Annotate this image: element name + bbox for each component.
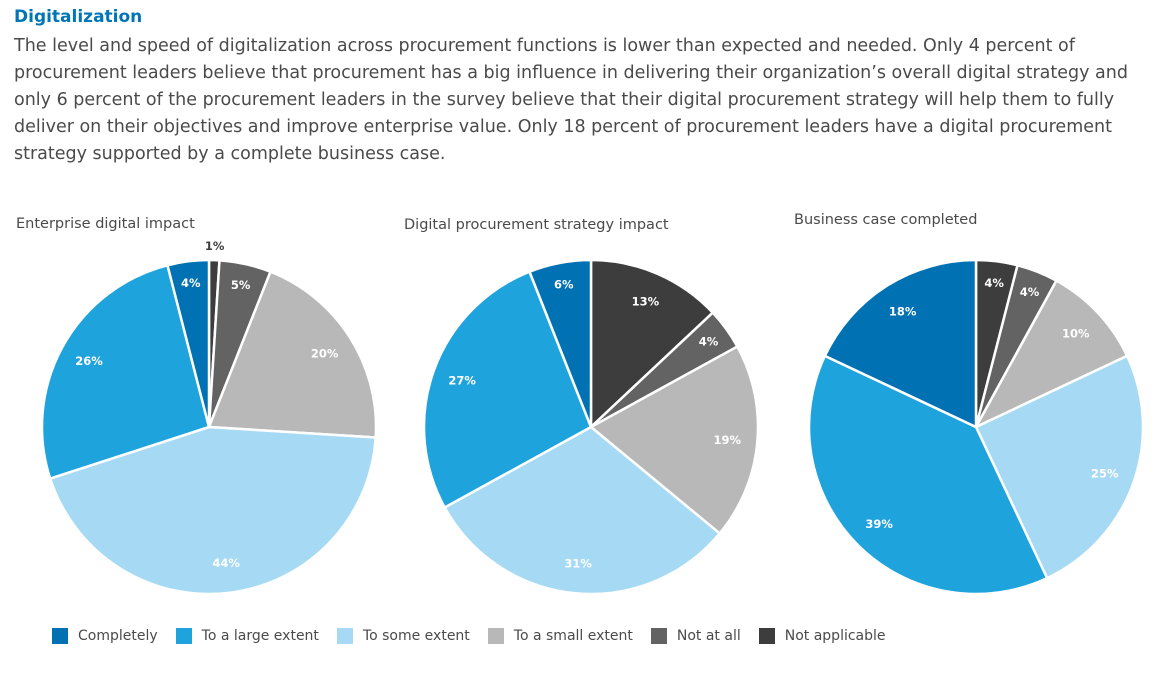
chart-title-enterprise-digital-impact: Enterprise digital impact: [16, 216, 195, 232]
pie-slice-to-a-large-extent: [807, 354, 1049, 596]
chart-title-digital-procurement-strategy-impact: Digital procurement strategy impact: [404, 217, 669, 233]
intro-paragraph: The level and speed of digitalization ac…: [14, 36, 1128, 164]
legend-item-not-at-all: Not at all: [650, 628, 741, 644]
pie-label-to-a-small-extent: 10%: [1062, 326, 1090, 340]
pie-label-to-a-large-extent: 39%: [865, 517, 893, 531]
legend-item-completely: Completely: [52, 628, 158, 644]
legend-label: To a large extent: [201, 628, 319, 644]
pie-label-not-at-all: 4%: [699, 335, 719, 349]
legend-swatch: [175, 628, 192, 644]
pie-slice-to-some-extent: [48, 425, 377, 596]
legend-swatch: [336, 628, 353, 644]
pie-label-not-applicable: 1%: [205, 239, 225, 253]
legend-label: To some extent: [362, 628, 470, 644]
legend-swatch: [487, 628, 504, 644]
pie-label-to-a-small-extent: 19%: [714, 433, 742, 447]
pie-label-to-a-large-extent: 26%: [75, 354, 103, 368]
pie-label-completely: 18%: [889, 304, 917, 318]
legend-label: To a small extent: [513, 628, 633, 644]
pie-label-to-some-extent: 25%: [1091, 466, 1119, 480]
chart-legend: Completely To a large extent To some ext…: [52, 625, 904, 647]
pie-label-not-at-all: 5%: [231, 278, 251, 292]
legend-label: Not applicable: [784, 628, 886, 644]
pie-label-to-some-extent: 31%: [564, 556, 592, 570]
section-heading: Digitalization: [14, 7, 143, 27]
legend-swatch: [758, 628, 775, 644]
pie-slice-to-a-large-extent: [40, 264, 211, 480]
chart-title-business-case-completed: Business case completed: [794, 212, 978, 228]
pie-slice-not-applicable: [589, 258, 714, 429]
pie-label-to-a-large-extent: 27%: [448, 374, 476, 388]
pie-label-to-a-small-extent: 20%: [311, 347, 339, 361]
legend-label: Not at all: [676, 628, 741, 644]
pie-label-not-at-all: 4%: [1020, 285, 1040, 299]
pie-slice-to-some-extent: [974, 354, 1145, 580]
pie-slice-to-a-small-extent: [589, 345, 760, 535]
pie-slice-completely: [528, 258, 593, 429]
pie-slice-to-a-small-extent: [974, 279, 1129, 429]
pie-slice-completely: [166, 258, 211, 429]
legend-swatch: [650, 628, 667, 644]
legend-item-not-applicable: Not applicable: [758, 628, 886, 644]
legend-label: Completely: [78, 628, 158, 644]
legend-item-to-a-large-extent: To a large extent: [175, 628, 319, 644]
pie-label-to-some-extent: 44%: [212, 556, 240, 570]
pie-label-completely: 6%: [554, 277, 574, 291]
pie-slice-to-a-large-extent: [422, 270, 593, 509]
pie-label-not-applicable: 4%: [984, 276, 1004, 290]
legend-item-to-a-small-extent: To a small extent: [487, 628, 633, 644]
pie-label-completely: 4%: [181, 276, 201, 290]
pie-slice-to-a-small-extent: [207, 270, 378, 439]
pie-slice-completely: [823, 258, 978, 429]
legend-swatch: [52, 628, 68, 644]
pie-label-not-applicable: 13%: [632, 294, 660, 308]
pie-slice-to-some-extent: [443, 425, 721, 596]
legend-item-to-some-extent: To some extent: [336, 628, 470, 644]
